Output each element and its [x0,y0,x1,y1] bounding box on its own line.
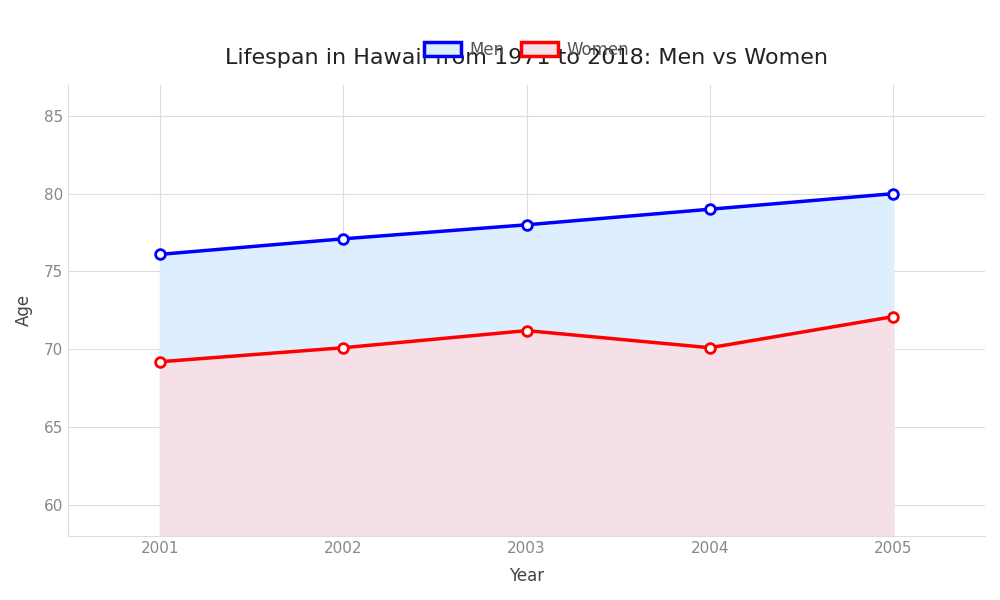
X-axis label: Year: Year [509,567,544,585]
Title: Lifespan in Hawaii from 1971 to 2018: Men vs Women: Lifespan in Hawaii from 1971 to 2018: Me… [225,48,828,68]
Legend: Men, Women: Men, Women [418,34,636,66]
Y-axis label: Age: Age [15,295,33,326]
